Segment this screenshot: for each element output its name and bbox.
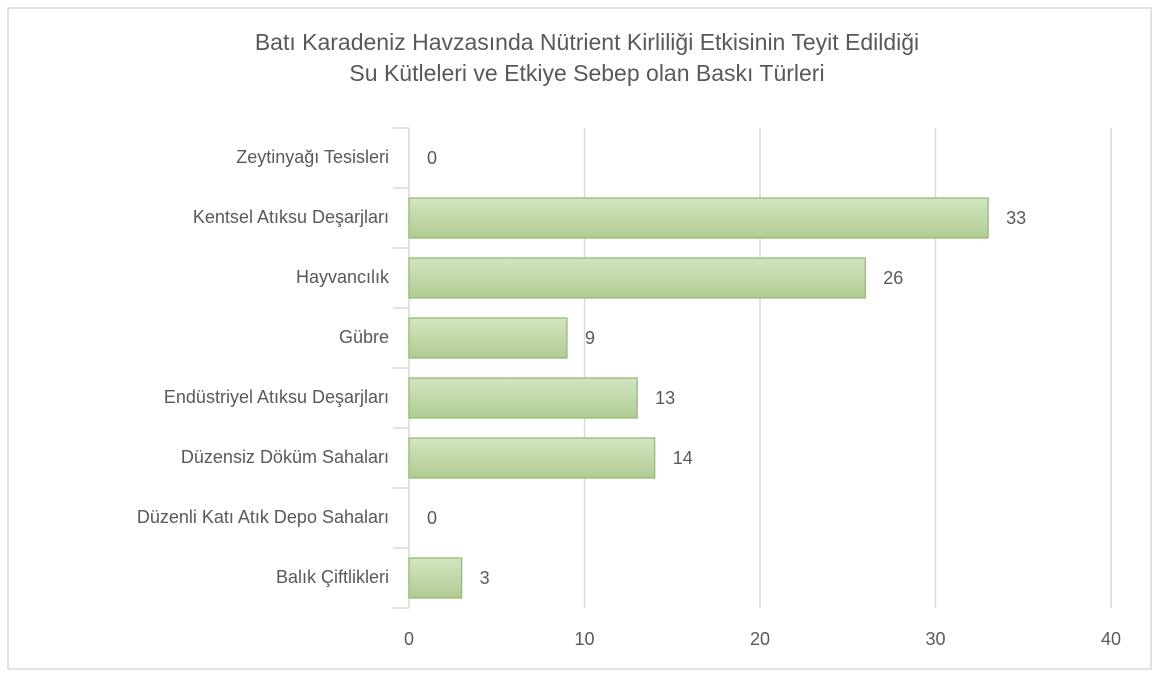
y-tick-label: Balık Çiftlikleri xyxy=(276,567,389,587)
data-label: 26 xyxy=(883,268,903,288)
data-label: 0 xyxy=(427,508,437,528)
x-tick-label: 40 xyxy=(1101,629,1121,649)
data-label: 3 xyxy=(480,568,490,588)
y-tick-label: Hayvancılık xyxy=(296,267,390,287)
chart-border xyxy=(7,7,1152,670)
chart-title: Su Kütleleri ve Etkiye Sebep olan Baskı … xyxy=(349,60,824,86)
y-tick-label: Gübre xyxy=(339,327,389,347)
bar xyxy=(408,257,866,299)
x-tick-label: 30 xyxy=(925,629,945,649)
bar xyxy=(408,557,463,599)
y-tick-label: Endüstriyel Atıksu Deşarjları xyxy=(164,387,389,407)
bar xyxy=(408,377,638,419)
bar xyxy=(408,317,568,359)
chart-title: Batı Karadeniz Havzasında Nütrient Kirli… xyxy=(255,29,919,55)
bar xyxy=(408,437,656,479)
x-tick-label: 20 xyxy=(750,629,770,649)
y-tick-label: Düzenli Katı Atık Depo Sahaları xyxy=(137,507,389,527)
y-tick-label: Zeytinyağı Tesisleri xyxy=(236,147,389,167)
data-label: 0 xyxy=(427,148,437,168)
data-label: 33 xyxy=(1006,208,1026,228)
y-tick-label: Düzensiz Döküm Sahaları xyxy=(181,447,389,467)
y-tick-label: Kentsel Atıksu Deşarjları xyxy=(193,207,389,227)
x-tick-label: 0 xyxy=(404,629,414,649)
bar xyxy=(408,197,989,239)
data-label: 14 xyxy=(673,448,693,468)
data-label: 9 xyxy=(585,328,595,348)
x-tick-label: 10 xyxy=(574,629,594,649)
data-label: 13 xyxy=(655,388,675,408)
